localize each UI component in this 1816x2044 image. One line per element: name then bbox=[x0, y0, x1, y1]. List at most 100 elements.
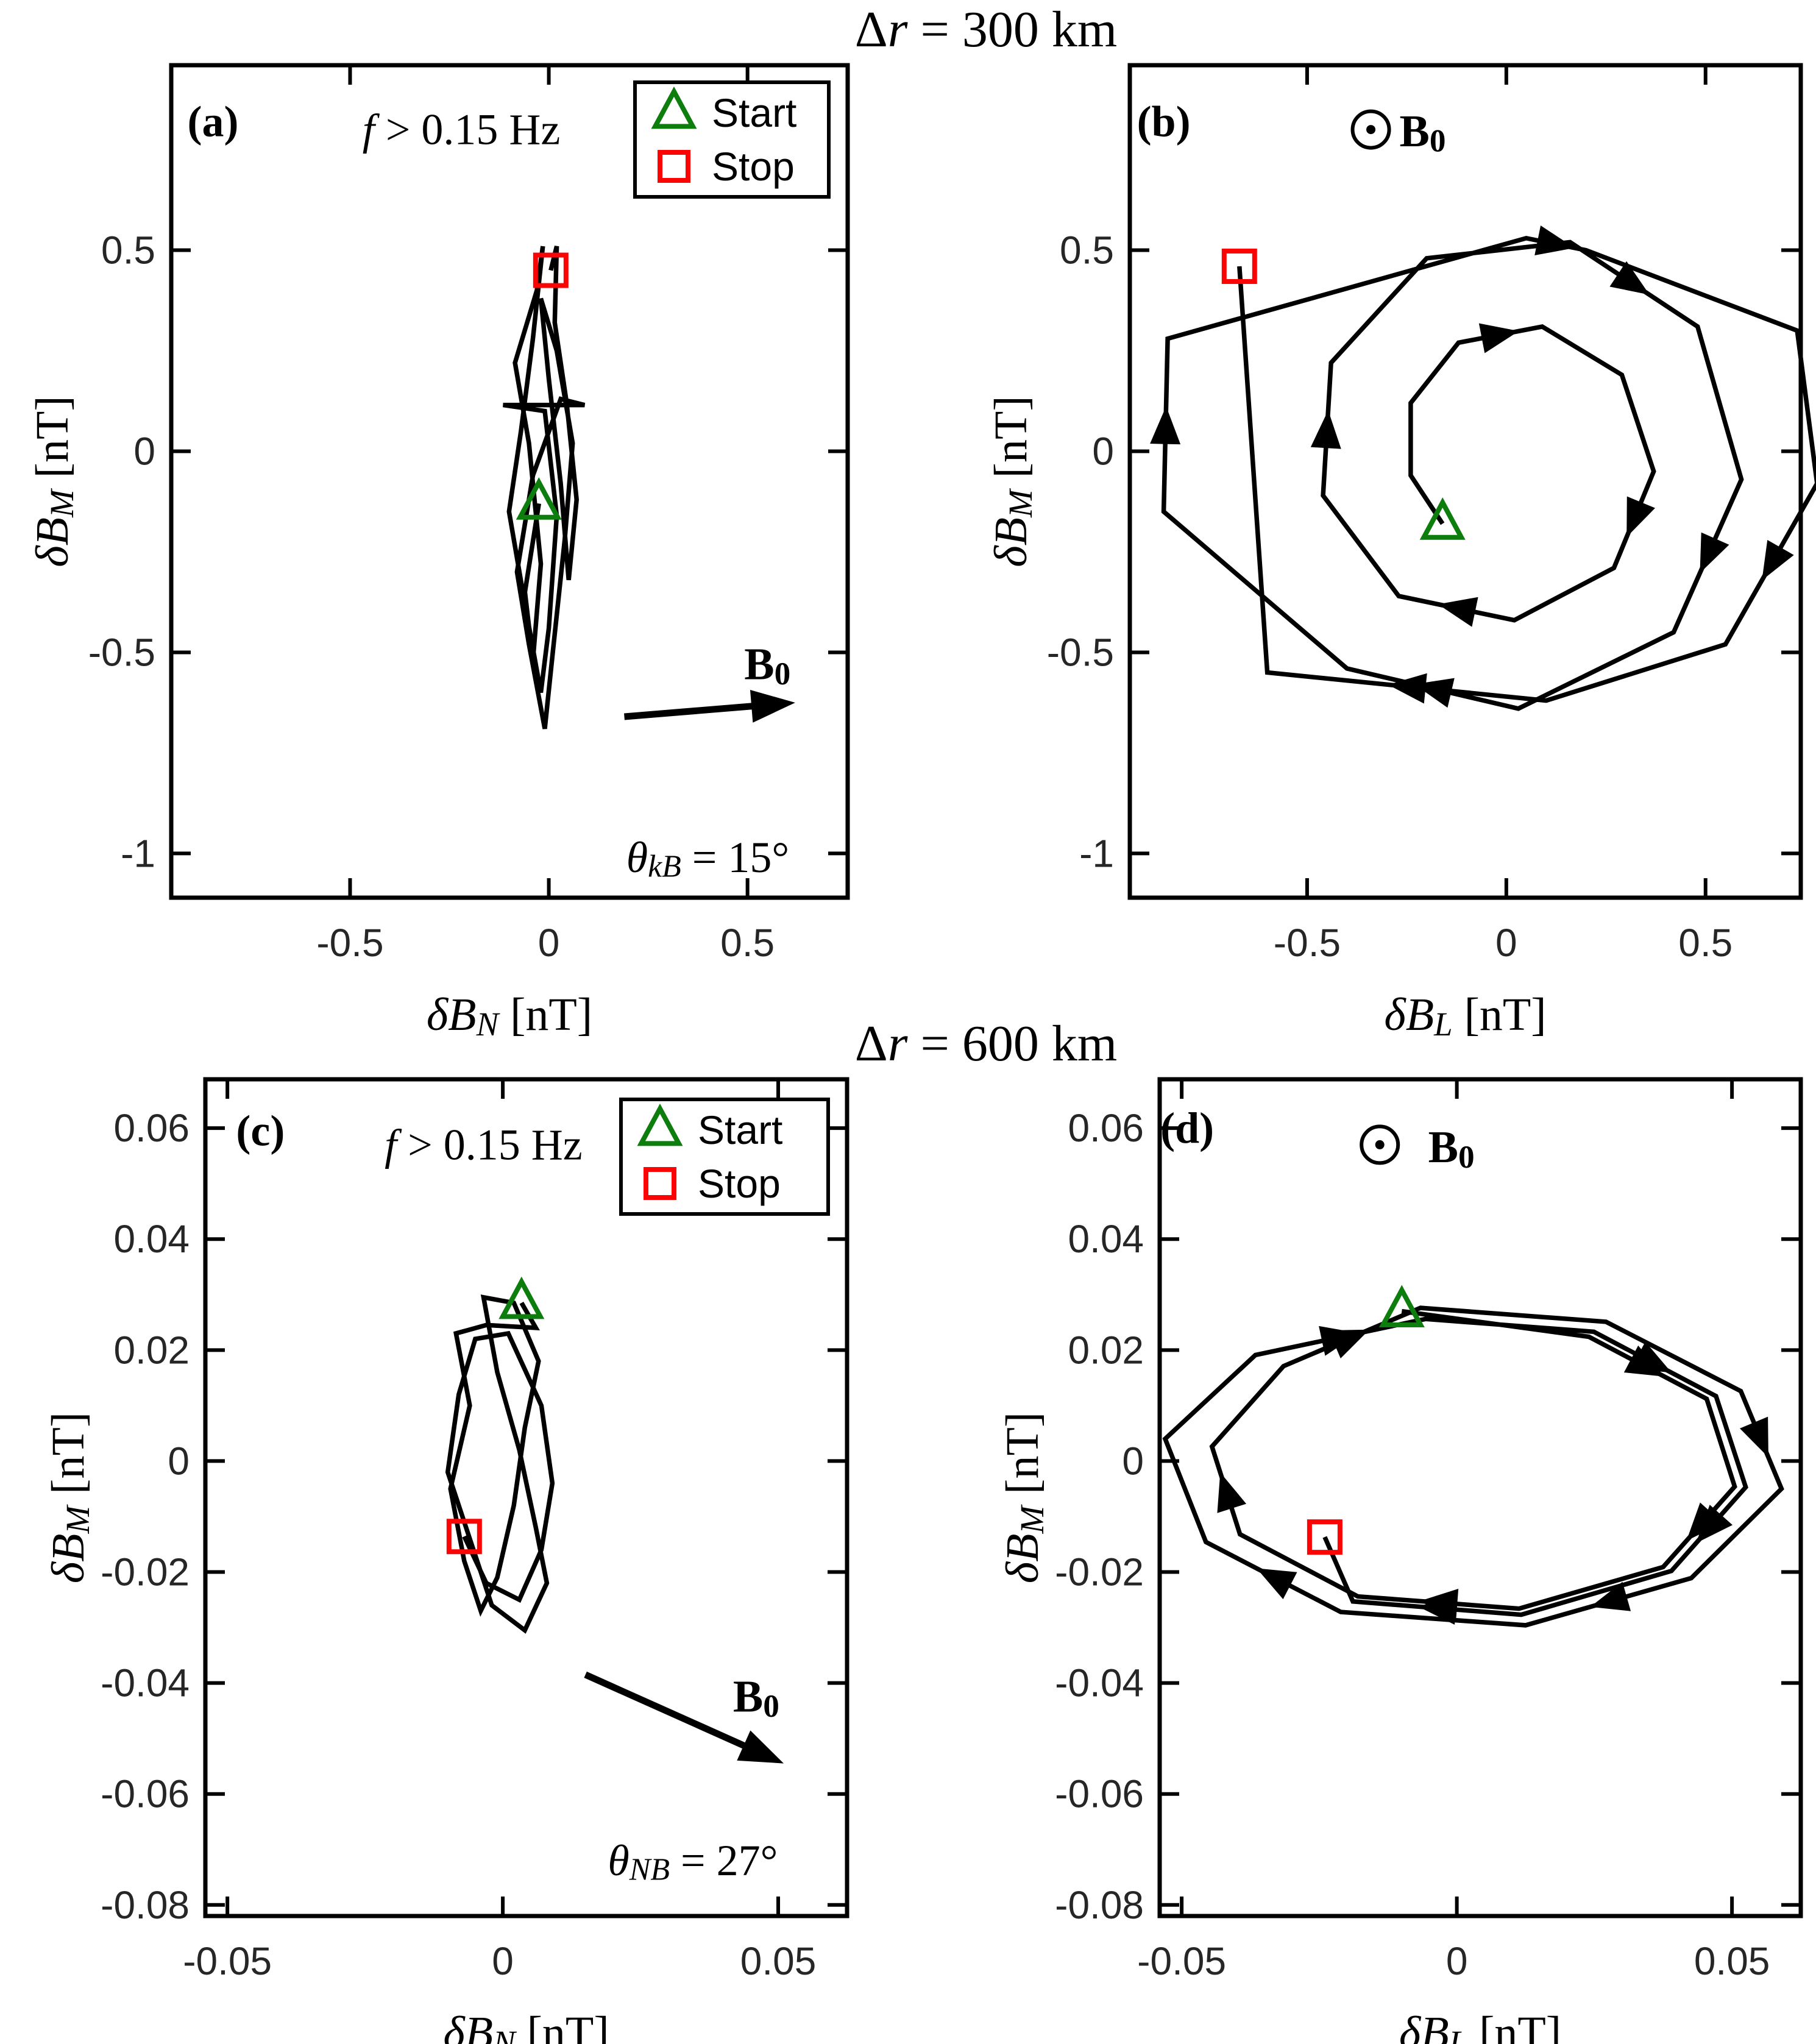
y-axis-label-b: δBM [nT] bbox=[985, 396, 1039, 567]
y-tick-label-c: 0.04 bbox=[113, 1217, 190, 1261]
start-marker-c bbox=[498, 1276, 545, 1319]
b0-arrow-c-label: B0 bbox=[733, 1672, 779, 1723]
trajectory-arrowhead-b bbox=[1438, 597, 1478, 627]
y-tick-label-d: 0.06 bbox=[1068, 1106, 1144, 1150]
y-tick-label-b: -1 bbox=[1079, 831, 1114, 875]
legend-a: Start Stop bbox=[633, 80, 831, 199]
b0-symbol-d-label: B0 bbox=[1428, 1123, 1475, 1174]
y-tick-label-c: 0 bbox=[168, 1439, 190, 1483]
y-axis-label-d: δBM [nT] bbox=[997, 1412, 1051, 1583]
x-tick-label-a: 0 bbox=[538, 921, 560, 965]
trajectory-arrowhead-d bbox=[1696, 1505, 1733, 1544]
y-tick-label-c: 0.02 bbox=[113, 1328, 190, 1372]
y-tick-label-c: -0.02 bbox=[101, 1550, 190, 1594]
b0-symbol-b-label: B0 bbox=[1400, 107, 1446, 158]
x-tick-label-c: 0 bbox=[492, 1939, 514, 1983]
freq-label-c: f > 0.15 Hz bbox=[385, 1120, 583, 1169]
trajectory-arrowhead-b bbox=[1609, 261, 1650, 295]
stop-marker-a bbox=[533, 252, 569, 288]
row-title-1: Δr = 300 km bbox=[855, 1, 1117, 58]
y-tick-label-d: 0.04 bbox=[1068, 1217, 1144, 1261]
b0-arrow-c-head bbox=[737, 1730, 784, 1764]
axes-box-c bbox=[203, 1077, 849, 1918]
trajectory-arrowhead-b bbox=[1388, 673, 1427, 704]
x-tick-label-d: 0.05 bbox=[1694, 1939, 1770, 1983]
trajectory-arrowhead-b bbox=[1700, 532, 1729, 573]
trajectory-arrowhead-d bbox=[1256, 1568, 1297, 1600]
panel-c: -0.05 0 0.05 0.06 0.04 0.02 0 -0.02 -0.04 -0.06 -0… bbox=[43, 1077, 849, 2044]
y-tick-label-a: -0.5 bbox=[88, 630, 155, 674]
panel-letter-b: (b) bbox=[1137, 97, 1191, 146]
x-tick-label-b: -0.5 bbox=[1274, 921, 1341, 965]
trajectory-arrowhead-d bbox=[1739, 1416, 1768, 1458]
y-axis-label-a: δBM [nT] bbox=[27, 396, 80, 567]
trajectory-arrowhead-b bbox=[1534, 225, 1575, 256]
legend-label-stop: Stop bbox=[698, 1161, 781, 1206]
y-tick-label-c: -0.04 bbox=[101, 1661, 190, 1705]
x-tick-label-d: 0 bbox=[1446, 1939, 1468, 1983]
trajectory-arrowhead-d bbox=[1319, 1325, 1359, 1356]
x-tick-label-c: 0.05 bbox=[740, 1939, 817, 1983]
b0-symbol-d-dot bbox=[1375, 1140, 1385, 1149]
y-tick-label-a: 0.5 bbox=[101, 229, 155, 272]
stop-marker-c bbox=[446, 1519, 482, 1555]
b0-symbol-b-dot bbox=[1366, 125, 1376, 135]
theta-label-c: θNB = 27° bbox=[608, 1836, 778, 1887]
trajectory-arrowhead-d bbox=[1217, 1472, 1247, 1513]
y-tick-label-a: -1 bbox=[121, 831, 155, 875]
x-axis-label-b: δBL [nT] bbox=[1384, 989, 1546, 1043]
axes-box-d bbox=[1157, 1077, 1803, 1918]
x-axis-label-c: δBN [nT] bbox=[443, 2007, 609, 2044]
freq-label-a: f > 0.15 Hz bbox=[363, 105, 561, 154]
start-marker-a bbox=[516, 477, 562, 520]
legend-stop-marker-icon bbox=[658, 150, 690, 183]
start-marker-b bbox=[1419, 497, 1466, 540]
x-axis-label-a: δBN [nT] bbox=[427, 989, 592, 1043]
trajectory-c bbox=[445, 1294, 555, 1634]
y-tick-label-a: 0 bbox=[133, 430, 155, 474]
trajectory-arrowhead-b bbox=[1762, 539, 1794, 581]
trajectory-arrowhead-d bbox=[1590, 1581, 1631, 1611]
trajectory-arrowhead-b bbox=[1478, 323, 1519, 353]
y-tick-label-d: -0.04 bbox=[1055, 1661, 1144, 1705]
y-tick-label-d: -0.08 bbox=[1055, 1883, 1144, 1927]
y-tick-label-d: -0.06 bbox=[1055, 1772, 1144, 1816]
legend-start-marker-icon bbox=[651, 86, 697, 129]
y-tick-label-b: 0 bbox=[1092, 430, 1114, 474]
x-tick-label-b: 0 bbox=[1495, 921, 1517, 965]
trajectory-arrowhead-b bbox=[1626, 496, 1655, 538]
axes-box-b bbox=[1127, 63, 1803, 900]
x-tick-label-a: 0.5 bbox=[720, 921, 775, 965]
trajectory-b bbox=[1161, 235, 1816, 711]
x-tick-label-a: -0.5 bbox=[316, 921, 383, 965]
y-tick-label-c: 0.06 bbox=[113, 1106, 190, 1150]
start-marker-d bbox=[1378, 1285, 1425, 1327]
row-title-2: Δr = 600 km bbox=[855, 1015, 1117, 1072]
y-tick-label-c: -0.08 bbox=[101, 1883, 190, 1927]
x-tick-label-b: 0.5 bbox=[1678, 921, 1733, 965]
b0-arrow-a-label: B0 bbox=[744, 639, 790, 691]
legend-label-start: Start bbox=[712, 90, 796, 135]
b0-arrow-a-head bbox=[750, 689, 795, 723]
legend-stop-marker-icon bbox=[644, 1167, 676, 1200]
panel-d: -0.05 0 0.05 0.06 0.04 0.02 0 -0.02 -0.04 -0.06 -0… bbox=[997, 1077, 1803, 2044]
theta-label-a: θkB = 15° bbox=[626, 833, 789, 884]
trajectory-arrowhead-d bbox=[1418, 1594, 1457, 1625]
trajectory-arrowhead-b bbox=[1310, 410, 1341, 449]
stop-marker-b bbox=[1221, 248, 1257, 284]
y-tick-label-d: -0.02 bbox=[1055, 1550, 1144, 1594]
b0-arrow-c-shaft bbox=[584, 1671, 768, 1759]
y-tick-label-b: 0.5 bbox=[1060, 229, 1114, 272]
legend-label-stop: Stop bbox=[712, 144, 795, 189]
x-axis-label-d: δBL [nT] bbox=[1399, 2007, 1561, 2044]
panel-a: -0.5 0 0.5 0.5 0 -0.5 -1 δBN [nT] δBM [nT] (a) f >… bbox=[27, 63, 850, 1043]
trajectory-d bbox=[1162, 1305, 1784, 1628]
trajectory-a bbox=[503, 246, 586, 729]
y-tick-label-b: -0.5 bbox=[1047, 630, 1114, 674]
axes-box-a bbox=[169, 63, 850, 900]
y-tick-label-d: 0 bbox=[1122, 1439, 1144, 1483]
legend-c: Start Stop bbox=[619, 1098, 830, 1216]
x-tick-label-c: -0.05 bbox=[183, 1939, 272, 1983]
panel-letter-a: (a) bbox=[188, 97, 239, 146]
